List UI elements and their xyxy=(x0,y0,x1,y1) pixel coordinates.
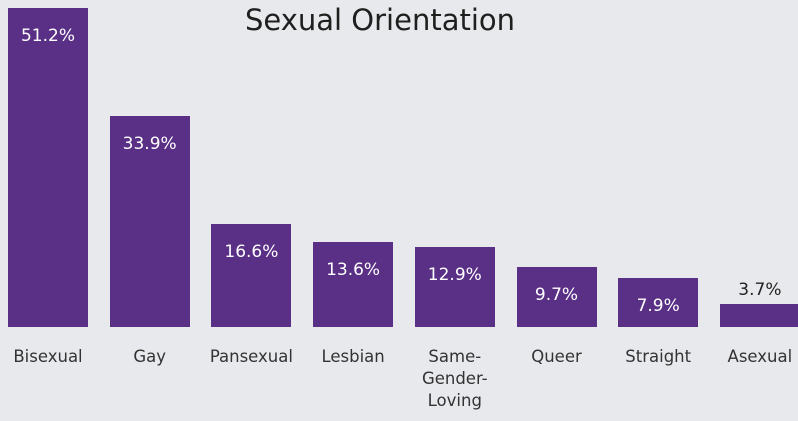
x-tick-label: Straight xyxy=(625,347,692,366)
value-label: 16.6% xyxy=(224,241,279,262)
value-label: 3.7% xyxy=(738,279,782,300)
bar xyxy=(313,242,394,327)
value-label: 51.2% xyxy=(20,26,75,46)
value-label: 9.7% xyxy=(534,284,579,305)
bar xyxy=(719,303,798,327)
bar xyxy=(414,246,495,327)
bar xyxy=(8,8,88,327)
x-tick-label: Same-Gender-Loving xyxy=(421,347,488,410)
x-tick-label: Bisexual xyxy=(13,347,83,366)
value-label: 7.9% xyxy=(636,295,680,316)
bar xyxy=(109,115,190,327)
x-tick-label: Gay xyxy=(133,347,167,366)
chart-title: Sexual Orientation xyxy=(244,3,516,37)
x-tick-label: Queer xyxy=(531,347,582,366)
value-label: 33.9% xyxy=(122,133,177,154)
value-label: 12.9% xyxy=(427,264,482,285)
bar xyxy=(211,223,292,327)
value-label: 13.6% xyxy=(326,260,381,281)
bar xyxy=(516,266,597,327)
bar xyxy=(618,277,699,327)
x-tick-label: Pansexual xyxy=(209,347,293,366)
x-tick-label: Asexual xyxy=(727,347,793,366)
x-tick-label: Lesbian xyxy=(321,347,385,366)
